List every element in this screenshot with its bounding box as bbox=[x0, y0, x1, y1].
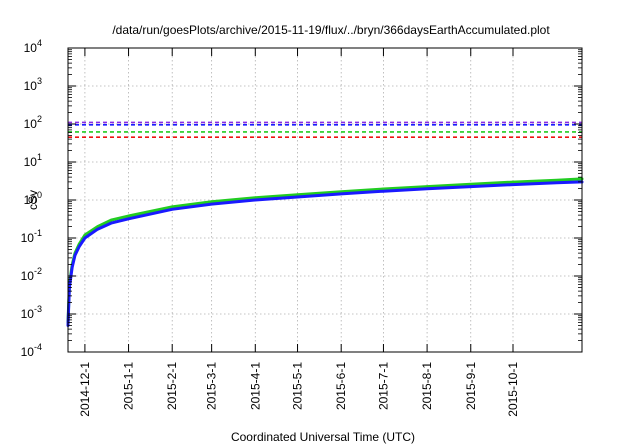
x-tick-label: 2015-3-1 bbox=[205, 362, 219, 410]
x-axis-label: Coordinated Universal Time (UTC) bbox=[231, 430, 415, 444]
plot-frame bbox=[67, 47, 583, 353]
series-lines bbox=[66, 177, 584, 327]
y-tick-exponent: -2 bbox=[34, 266, 42, 276]
y-tick-exponent: 3 bbox=[37, 76, 42, 86]
grid bbox=[68, 48, 582, 352]
y-tick-exponent: 0 bbox=[37, 190, 42, 200]
threshold-lines bbox=[68, 121, 582, 138]
x-tick-label: 2015-7-1 bbox=[376, 362, 390, 410]
x-tick-label: 2015-5-1 bbox=[291, 362, 305, 410]
x-tick-label: 2015-8-1 bbox=[420, 362, 434, 410]
chart-title: /data/run/goesPlots/archive/2015-11-19/f… bbox=[112, 23, 550, 37]
x-tick-label: 2015-2-1 bbox=[165, 362, 179, 410]
x-tick-label: 2015-1-1 bbox=[122, 362, 136, 410]
y-tick-exponent: -1 bbox=[34, 228, 42, 238]
x-tick-label: 2015-9-1 bbox=[464, 362, 478, 410]
y-tick-exponent: -3 bbox=[34, 304, 42, 314]
y-tick-exponent: 1 bbox=[37, 152, 42, 162]
x-tick-label: 2014-12-1 bbox=[78, 362, 92, 417]
y-tick-exponent: 2 bbox=[37, 114, 42, 124]
y-tick-exponent: 4 bbox=[37, 38, 42, 48]
y-axis-label: cSv bbox=[26, 190, 40, 210]
x-tick-label: 2015-4-1 bbox=[248, 362, 262, 410]
y-tick-exponent: -4 bbox=[34, 342, 42, 352]
x-tick-label: 2015-10-1 bbox=[506, 362, 520, 417]
x-tick-label: 2015-6-1 bbox=[334, 362, 348, 410]
series-line bbox=[66, 180, 584, 327]
